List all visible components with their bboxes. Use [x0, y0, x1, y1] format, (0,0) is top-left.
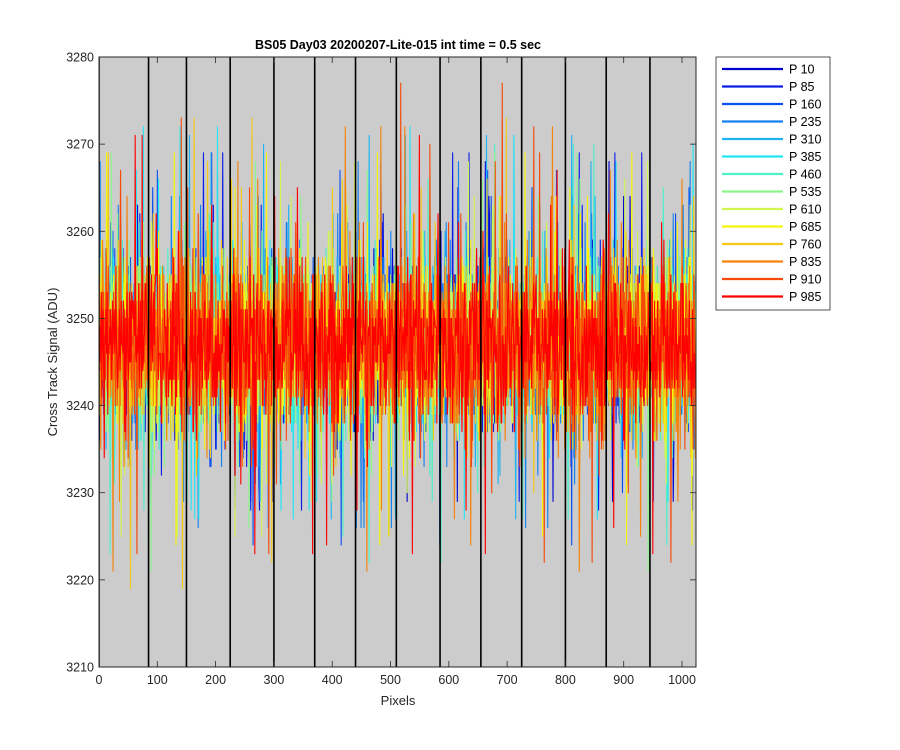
legend-label: P 910	[789, 273, 821, 287]
series-line-p-985	[99, 134, 696, 555]
legend-label: P 685	[789, 220, 821, 234]
x-tick-label: 400	[322, 673, 343, 687]
legend-label: P 610	[789, 203, 821, 217]
x-tick-label: 1000	[668, 673, 696, 687]
legend-label: P 460	[789, 168, 821, 182]
legend-label: P 160	[789, 98, 821, 112]
y-tick-label: 3260	[66, 225, 94, 239]
x-tick-label: 500	[380, 673, 401, 687]
x-axis: 0 100 200 300 400 500 600 700 800 900 1000	[96, 57, 696, 687]
y-tick-label: 3280	[66, 51, 94, 65]
y-tick-label: 3230	[66, 486, 94, 500]
legend: P 10 P 85 P 160 P 235 P 310 P 385 P 460 P 535 P …	[715, 56, 831, 311]
x-tick-label: 800	[555, 673, 576, 687]
legend-box	[715, 56, 831, 311]
x-tick-label: 0	[96, 673, 103, 687]
legend-label: P 385	[789, 150, 821, 164]
legend-label: P 310	[789, 133, 821, 147]
y-tick-label: 3250	[66, 312, 94, 326]
y-axis: 3210 3220 3230 3240 3250 3260 3270 3280	[66, 51, 696, 675]
vertical-markers	[99, 57, 651, 667]
y-tick-label: 3270	[66, 138, 94, 152]
chart-title: BS05 Day03 20200207-Lite-015 int time = …	[255, 38, 541, 52]
x-axis-label: Pixels	[381, 693, 416, 708]
x-tick-label: 700	[497, 673, 518, 687]
y-tick-label: 3220	[66, 573, 94, 587]
plot-frame	[98, 56, 697, 668]
legend-label: P 760	[789, 238, 821, 252]
y-tick-label: 3240	[66, 399, 94, 413]
y-axis-label: Cross Track Signal (ADU)	[45, 288, 60, 437]
legend-label: P 835	[789, 255, 821, 269]
legend-label: P 10	[789, 63, 815, 77]
legend-label: P 985	[789, 290, 821, 304]
legend-label: P 85	[789, 80, 815, 94]
y-tick-label: 3210	[66, 661, 94, 675]
legend-label: P 235	[789, 115, 821, 129]
x-tick-label: 200	[205, 673, 226, 687]
x-tick-label: 100	[147, 673, 168, 687]
legend-label: P 535	[789, 185, 821, 199]
x-tick-label: 600	[438, 673, 459, 687]
x-tick-label: 300	[263, 673, 284, 687]
series-group	[99, 82, 696, 590]
x-tick-label: 900	[613, 673, 634, 687]
